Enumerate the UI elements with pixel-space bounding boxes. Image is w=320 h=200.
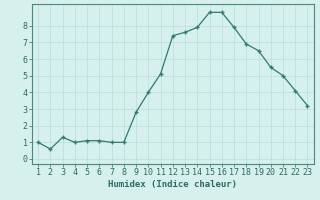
X-axis label: Humidex (Indice chaleur): Humidex (Indice chaleur): [108, 180, 237, 189]
